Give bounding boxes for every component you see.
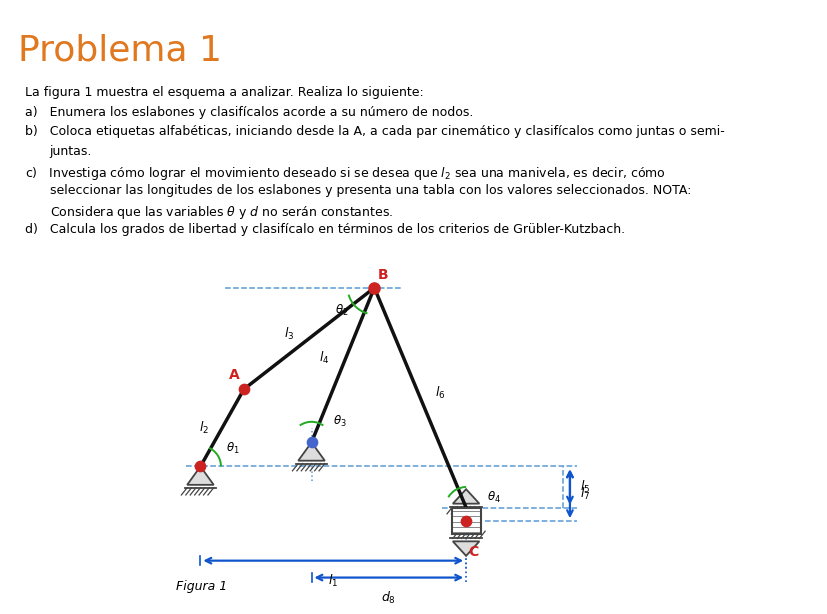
Text: Problema 1: Problema 1	[18, 34, 222, 68]
Text: seleccionar las longitudes de los eslabones y presenta una tabla con los valores: seleccionar las longitudes de los eslabo…	[50, 184, 691, 197]
Bar	[451, 508, 480, 534]
Point	[237, 384, 251, 394]
Text: $l_4$: $l_4$	[319, 350, 329, 366]
Polygon shape	[298, 442, 324, 460]
Text: $\theta_4$: $\theta_4$	[487, 490, 500, 505]
Polygon shape	[452, 489, 479, 503]
Text: B: B	[378, 268, 389, 282]
Text: d)   Calcula los grados de libertad y clasifícalo en términos de los criterios d: d) Calcula los grados de libertad y clas…	[25, 223, 624, 236]
Point	[367, 283, 380, 293]
Text: A: A	[229, 368, 240, 381]
Text: $l_3$: $l_3$	[284, 325, 294, 342]
Point	[304, 437, 318, 447]
Text: $d_8$: $d_8$	[381, 589, 396, 606]
Text: $l_6$: $l_6$	[435, 385, 445, 401]
Text: $\theta_3$: $\theta_3$	[332, 414, 346, 429]
Point	[194, 462, 207, 472]
Text: La figura 1 muestra el esquema a analizar. Realiza lo siguiente:: La figura 1 muestra el esquema a analiza…	[25, 86, 423, 99]
Text: $l_5$: $l_5$	[579, 479, 589, 495]
Point	[459, 516, 472, 526]
Text: b)   Coloca etiquetas alfabéticas, iniciando desde la A, a cada par cinemático y: b) Coloca etiquetas alfabéticas, inician…	[25, 125, 724, 138]
Polygon shape	[452, 542, 479, 556]
Polygon shape	[187, 467, 213, 485]
Text: $\theta_2$: $\theta_2$	[334, 303, 348, 317]
Text: C: C	[468, 545, 478, 559]
Text: $l_1$: $l_1$	[327, 573, 338, 589]
Text: $l_7$: $l_7$	[579, 486, 590, 502]
Text: $\theta_1$: $\theta_1$	[225, 441, 239, 456]
Text: Considera que las variables $\theta$ y $d$ no serán constantes.: Considera que las variables $\theta$ y $…	[50, 204, 393, 221]
Text: $l_2$: $l_2$	[198, 420, 208, 436]
Text: juntas.: juntas.	[50, 145, 92, 158]
Text: a)   Enumera los eslabones y clasifícalos acorde a su número de nodos.: a) Enumera los eslabones y clasifícalos …	[25, 106, 473, 119]
Text: c)   Investiga cómo lograr el movimiento deseado si se desea que $l_2$ sea una m: c) Investiga cómo lograr el movimiento d…	[25, 165, 665, 182]
Text: Figura 1: Figura 1	[176, 580, 227, 593]
